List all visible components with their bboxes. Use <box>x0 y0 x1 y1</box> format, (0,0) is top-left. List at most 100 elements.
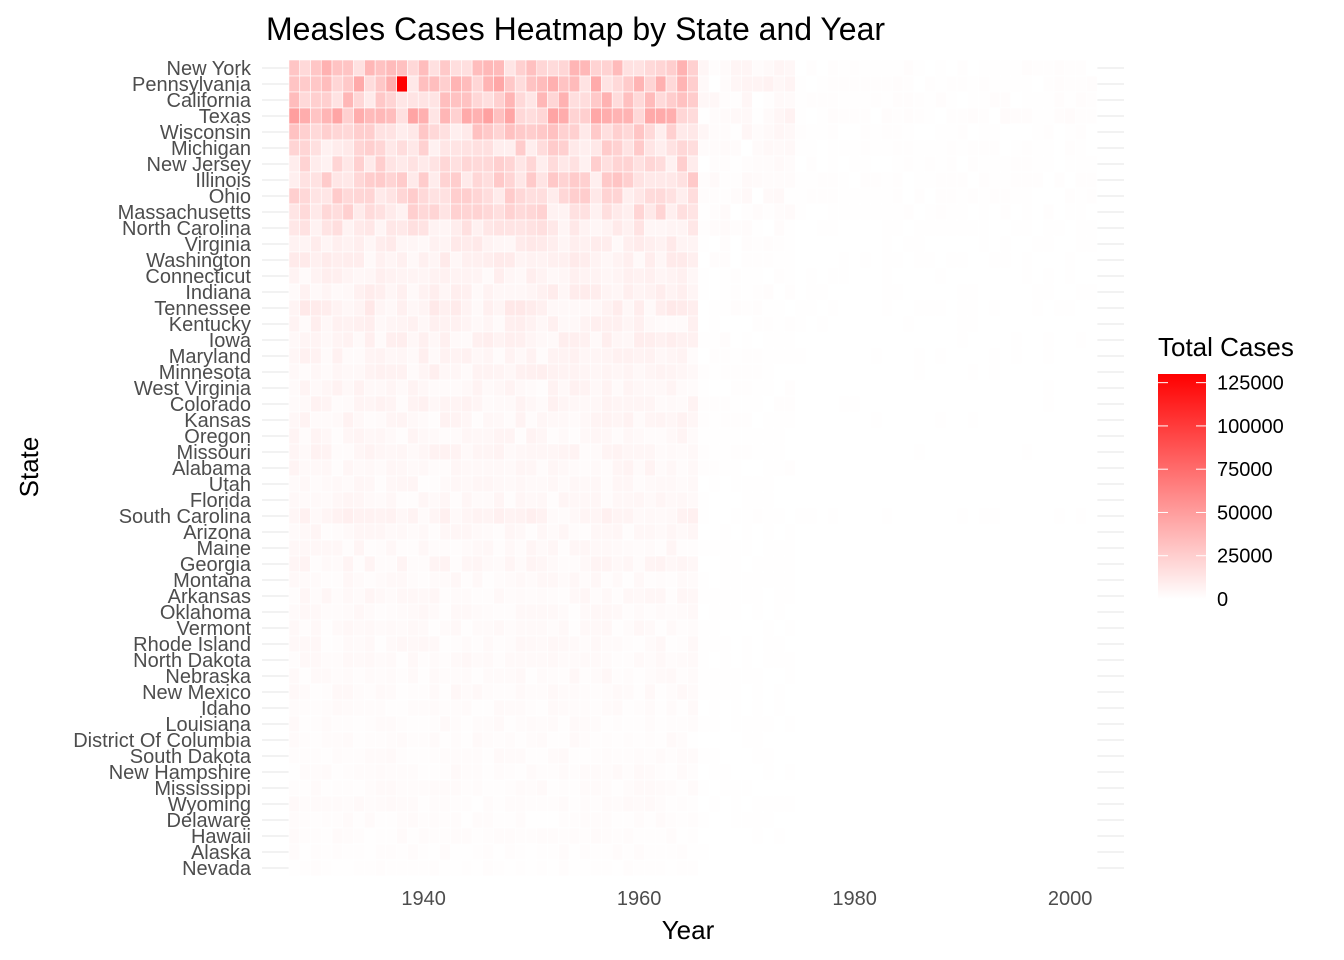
heatmap-tile <box>611 443 624 461</box>
heatmap-tile <box>611 827 624 845</box>
heatmap-tile <box>514 395 527 413</box>
heatmap-tile <box>773 491 785 509</box>
heatmap-tile <box>622 827 635 845</box>
heatmap-tile <box>439 187 451 205</box>
heatmap-tile <box>870 603 882 621</box>
heatmap-tile <box>870 667 882 685</box>
heatmap-tile <box>762 635 775 653</box>
heatmap-tile <box>870 363 882 381</box>
heatmap-tile <box>741 347 753 365</box>
heatmap-tile <box>417 107 430 125</box>
heatmap-tile <box>385 747 397 765</box>
heatmap-tile <box>1010 459 1022 477</box>
heatmap-tile <box>450 139 462 157</box>
heatmap-tile <box>450 251 462 269</box>
heatmap-tile <box>870 91 882 109</box>
heatmap-tile <box>773 363 785 381</box>
heatmap-tile <box>751 555 764 573</box>
heatmap-tile <box>450 747 462 765</box>
heatmap-tile <box>924 315 936 333</box>
heatmap-tile <box>687 139 699 157</box>
heatmap-tile <box>816 267 828 285</box>
heatmap-tile <box>482 171 494 189</box>
heatmap-tile <box>773 459 785 477</box>
heatmap-tile <box>590 539 602 557</box>
heatmap-tile <box>1085 555 1098 573</box>
heatmap-tile <box>353 779 365 797</box>
heatmap-tile <box>461 587 473 605</box>
heatmap-tile <box>827 667 839 685</box>
heatmap-tile <box>870 75 882 93</box>
heatmap-tile <box>331 267 344 285</box>
heatmap-tile <box>1042 251 1055 269</box>
heatmap-tile <box>461 635 473 653</box>
heatmap-tile <box>924 251 936 269</box>
heatmap-tile <box>751 603 764 621</box>
heatmap-tile <box>956 379 969 397</box>
heatmap-tile <box>773 155 785 173</box>
heatmap-tile <box>751 299 764 317</box>
heatmap-tile <box>795 843 807 861</box>
heatmap-tile <box>331 859 344 877</box>
y-tick-labels: New YorkPennsylvaniaCaliforniaTexasWisco… <box>73 58 252 880</box>
heatmap-tile <box>374 523 387 541</box>
heatmap-tile <box>956 507 969 525</box>
heatmap-tile <box>644 267 656 285</box>
heatmap-tile <box>708 155 721 173</box>
heatmap-tile <box>471 139 484 157</box>
heatmap-tile <box>601 491 613 509</box>
heatmap-tile <box>935 91 947 109</box>
heatmap-tile <box>892 827 904 845</box>
heatmap-tile <box>633 235 645 253</box>
heatmap-tile <box>1085 91 1098 109</box>
heatmap-tile <box>881 507 893 525</box>
heatmap-tile <box>568 587 581 605</box>
heatmap-tile <box>881 859 893 877</box>
heatmap-tile <box>601 459 613 477</box>
heatmap-tile <box>450 91 462 109</box>
heatmap-tile <box>504 107 516 125</box>
heatmap-tile <box>320 667 333 685</box>
y-tick-label: Vermont <box>177 618 252 640</box>
heatmap-tile <box>504 491 516 509</box>
heatmap-tile <box>848 843 861 861</box>
heatmap-tile <box>935 763 947 781</box>
heatmap-tile <box>741 219 753 237</box>
heatmap-tile <box>374 443 387 461</box>
heatmap-tile <box>482 427 494 445</box>
heatmap-tile <box>848 523 861 541</box>
heatmap-tile <box>859 539 872 557</box>
heatmap-tile <box>288 283 301 301</box>
heatmap-tile <box>687 59 699 77</box>
heatmap-tile <box>1021 507 1033 525</box>
heatmap-tile <box>417 699 430 717</box>
heatmap-tile <box>881 347 893 365</box>
heatmap-tile <box>708 587 721 605</box>
heatmap-tile <box>310 379 322 397</box>
heatmap-tile <box>525 795 538 813</box>
heatmap-tile <box>374 75 387 93</box>
heatmap-tile <box>881 523 893 541</box>
heatmap-tile <box>407 635 419 653</box>
heatmap-tile <box>622 715 635 733</box>
heatmap-tile <box>396 603 408 621</box>
heatmap-tile <box>331 459 344 477</box>
heatmap-tile <box>353 507 365 525</box>
heatmap-tile <box>838 411 850 429</box>
heatmap-tile <box>1010 555 1022 573</box>
heatmap-tile <box>644 747 656 765</box>
heatmap-tile <box>989 331 1001 349</box>
y-axis-title: State <box>14 437 44 498</box>
heatmap-tile <box>396 843 408 861</box>
heatmap-tile <box>859 763 872 781</box>
heatmap-tile <box>482 363 494 381</box>
heatmap-tile <box>1010 171 1022 189</box>
heatmap-tile <box>288 363 301 381</box>
heatmap-tile <box>784 523 796 541</box>
heatmap-tile <box>795 459 807 477</box>
heatmap-tile <box>461 75 473 93</box>
heatmap-tile <box>288 187 301 205</box>
heatmap-tile <box>407 331 419 349</box>
heatmap-tile <box>816 523 828 541</box>
heatmap-tile <box>299 443 311 461</box>
